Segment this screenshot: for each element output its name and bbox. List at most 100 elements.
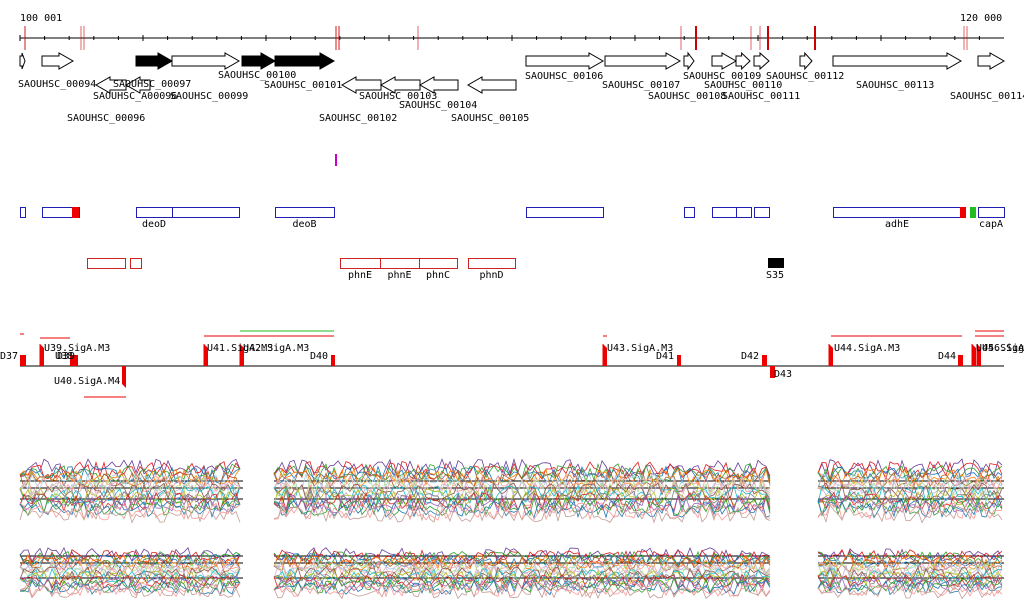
expression-trace-top [817, 477, 1003, 496]
expression-trace-bottom [19, 583, 241, 599]
promoter-marker [40, 344, 44, 366]
expression-trace-top [273, 503, 771, 524]
expression-trace-top [273, 498, 771, 519]
promoter-label: U44.SigA.M3 [834, 343, 901, 354]
expression-trace-bottom [19, 560, 241, 576]
promoter-label: D40 [310, 351, 329, 362]
operon-box-red [419, 258, 458, 269]
gene-label: SAOUHSC_00096 [67, 113, 146, 124]
operon-label-red: phnE [348, 270, 373, 281]
promoter-label: U46.SigA [982, 343, 1024, 354]
expression-trace-top [817, 482, 1003, 503]
gene-label: SAOUHSC_00112 [766, 71, 845, 82]
gene-label: SAOUHSC_00100 [218, 70, 297, 81]
promoter-label: U41.SigA.M3 [207, 343, 274, 354]
gene-arrow [832, 52, 963, 70]
operon-terminator [72, 207, 79, 218]
expression-trace-top [19, 502, 241, 521]
expression-trace-top [817, 472, 1003, 493]
expression-trace-bottom [817, 568, 1003, 584]
gene-label: SAOUHSC_00104 [399, 100, 478, 111]
gene-arrow [711, 52, 738, 70]
promoter-label: U43.SigA.M3 [607, 343, 674, 354]
expression-trace-top [817, 491, 1003, 511]
expression-trace-bottom [19, 551, 241, 567]
expression-trace-top [19, 458, 241, 478]
expression-trace-bottom [19, 567, 241, 583]
expression-trace-top [817, 489, 1003, 510]
expression-trace-bottom [817, 575, 1003, 591]
gene-arrow [171, 52, 241, 70]
expression-trace-bottom [817, 556, 1003, 573]
gene-label: SAOUHSC_00103 [359, 91, 438, 102]
operon-marker-green [970, 207, 976, 218]
expression-trace-top [19, 468, 241, 487]
promoter-marker [20, 355, 26, 366]
operon-box-red [380, 258, 420, 269]
gene-arrow [466, 76, 517, 94]
operon-box-red [130, 258, 142, 269]
expression-trace-bottom [817, 565, 1003, 583]
expression-trace-top [817, 504, 1003, 524]
promoter-label: D37 [0, 351, 19, 362]
operon-box [172, 207, 240, 218]
promoter-label: U42.SigA.M3 [243, 343, 310, 354]
operon-label-red: phnD [479, 270, 504, 281]
promoter-marker-down [122, 366, 126, 388]
expression-trace-bottom [19, 574, 241, 590]
operon-box [833, 207, 962, 218]
expression-trace-bottom [817, 553, 1003, 568]
srna-box [768, 258, 784, 268]
expression-trace-bottom [817, 563, 1003, 579]
gene-label: SAOUHSC_A00096 [93, 91, 178, 102]
expression-trace-top [817, 496, 1003, 517]
gene-arrow [977, 52, 1006, 70]
expression-trace-top [19, 487, 241, 507]
gene-label: SAOUHSC_00094 [18, 79, 97, 90]
gene-arrow [753, 51, 770, 71]
expression-trace-top [817, 464, 1003, 483]
gene-label: SAOUHSC_00097 [113, 79, 192, 90]
gene-label: SAOUHSC_00110 [704, 80, 783, 91]
expression-trace-top [273, 458, 771, 478]
gene-arrow [94, 76, 127, 94]
expression-trace-top [817, 475, 1003, 495]
gene-arrow [340, 76, 382, 94]
expression-trace-bottom [19, 564, 241, 580]
promoter-label: D42 [741, 351, 760, 362]
gene-arrow [379, 76, 421, 94]
promoter-label: D41 [656, 351, 675, 362]
promoter-marker [331, 355, 335, 366]
expression-trace-bottom [19, 577, 241, 594]
promoter-marker [70, 355, 78, 366]
gene-label: SAOUHSC_00114 [950, 91, 1024, 102]
gene-arrow [418, 76, 459, 94]
gene-label: SAOUHSC_00113 [856, 80, 935, 91]
gene-arrow [41, 52, 75, 70]
ruler-end-label: 120 000 [960, 13, 1003, 24]
expression-trace-bottom [817, 549, 1003, 565]
gene-arrow [124, 76, 151, 94]
gene-label: SAOUHSC_00111 [722, 91, 801, 102]
operon-label-red: phnC [426, 270, 451, 281]
gene-label: SAOUHSC_00108 [648, 91, 727, 102]
gene-arrow [19, 52, 26, 70]
promoter-marker [603, 344, 607, 366]
operon-box [136, 207, 173, 218]
gene-label: SAOUHSC_00105 [451, 113, 530, 124]
operon-label-red: phnE [387, 270, 412, 281]
gene-arrow [525, 52, 605, 70]
expression-trace-bottom [817, 550, 1003, 566]
expression-trace-bottom [273, 583, 771, 600]
promoter-label-down: U40.SigA.M4 [54, 376, 121, 387]
promoter-marker [958, 355, 963, 366]
expression-trace-top [817, 460, 1003, 481]
operon-box-red [340, 258, 381, 269]
expression-trace-bottom [19, 566, 241, 582]
gene-arrow [274, 52, 336, 70]
expression-trace-bottom [817, 579, 1003, 596]
expression-trace-top [817, 466, 1003, 486]
operon-terminator [960, 207, 966, 218]
